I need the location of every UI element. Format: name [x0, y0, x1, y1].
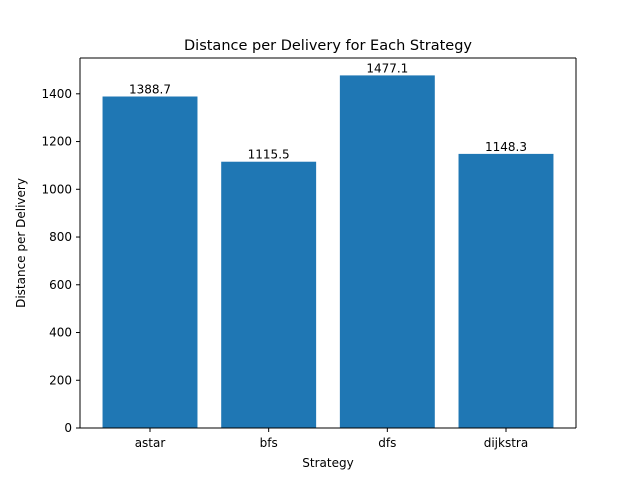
- bar-dijkstra: [458, 153, 554, 428]
- y-axis-label: Distance per Delivery: [14, 178, 28, 308]
- bar-value-label-bfs: 1115.5: [248, 148, 290, 162]
- x-tick-label-astar: astar: [135, 436, 166, 450]
- bar-dfs: [339, 75, 435, 429]
- y-tick-label-400: 400: [49, 326, 72, 340]
- y-tick-label-800: 800: [49, 230, 72, 244]
- bar-bfs: [221, 161, 317, 428]
- x-axis-label: Strategy: [302, 456, 353, 470]
- chart-title: Distance per Delivery for Each Strategy: [184, 38, 472, 54]
- bars-group: [102, 75, 554, 429]
- bar-labels-group: 1388.7 1115.5 1477.1 1148.3: [129, 61, 527, 161]
- bar-value-label-astar: 1388.7: [129, 83, 171, 97]
- y-tick-label-1400: 1400: [41, 87, 72, 101]
- y-tick-label-600: 600: [49, 278, 72, 292]
- x-axis-ticks: astar bfs dfs dijkstra: [135, 428, 528, 450]
- axes-frame: [79, 57, 577, 429]
- bar-value-label-dfs: 1477.1: [366, 61, 408, 75]
- y-tick-label-1200: 1200: [41, 135, 72, 149]
- y-tick-label-1000: 1000: [41, 182, 72, 196]
- y-axis-ticks: 0 200 400 600 800 1000 1200 1400: [41, 87, 80, 435]
- bar-astar: [102, 96, 198, 428]
- y-tick-label-0: 0: [64, 421, 72, 435]
- x-tick-label-dijkstra: dijkstra: [484, 436, 528, 450]
- x-tick-label-bfs: bfs: [260, 436, 278, 450]
- bar-value-label-dijkstra: 1148.3: [485, 140, 527, 154]
- y-tick-label-200: 200: [49, 373, 72, 387]
- x-tick-label-dfs: dfs: [378, 436, 396, 450]
